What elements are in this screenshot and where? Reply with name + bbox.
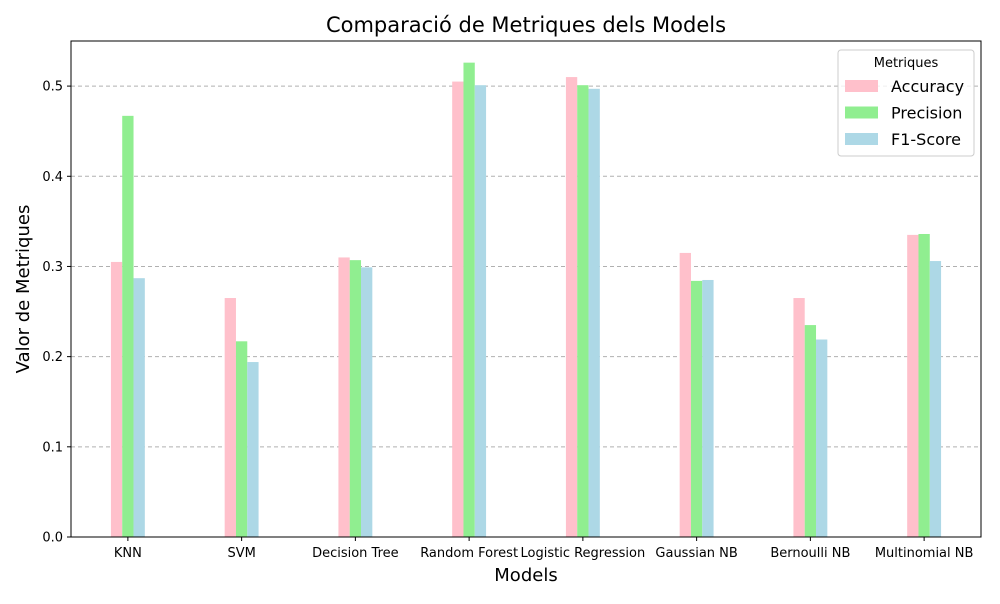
y-tick-label: 0.2 xyxy=(42,350,63,365)
x-tick-label: Decision Tree xyxy=(312,546,399,561)
y-tick-label: 0.4 xyxy=(42,170,63,185)
legend-items: Accuracy Precision F1-Score xyxy=(845,77,964,149)
legend-swatch-accuracy xyxy=(845,80,878,92)
bar-f1-score-logistic-regression xyxy=(588,88,600,538)
y-tick-label: 0.0 xyxy=(42,531,63,546)
bar-precision-bernoulli-nb xyxy=(804,325,817,537)
axes: 0.0 0.1 0.2 0.3 0.4 0.5 KNN SVM Decision Tree Ran… xyxy=(42,80,973,561)
bar-f1-score-svm xyxy=(247,362,259,537)
bars xyxy=(110,62,942,538)
bar-f1-score-bernoulli-nb xyxy=(816,339,828,537)
bar-precision-multinomial-nb xyxy=(918,233,930,538)
bar-accuracy-gaussian-nb xyxy=(679,252,691,537)
bar-f1-score-multinomial-nb xyxy=(929,261,942,537)
chart-title: Comparació de Metriques dels Models xyxy=(326,13,726,37)
y-tick-label: 0.5 xyxy=(42,80,63,95)
bar-accuracy-svm xyxy=(224,298,236,537)
bar-precision-svm xyxy=(235,341,248,537)
x-tick-label: Logistic Regression xyxy=(521,546,646,561)
bar-accuracy-bernoulli-nb xyxy=(793,298,805,537)
y-tick-label: 0.1 xyxy=(42,440,63,455)
x-axis-label: Models xyxy=(494,565,557,586)
legend-box xyxy=(837,49,975,157)
gridlines xyxy=(71,85,981,448)
legend-title: Metriques xyxy=(874,56,939,71)
bar-accuracy-multinomial-nb xyxy=(907,234,919,537)
x-tick-label: Gaussian NB xyxy=(655,546,737,561)
bar-accuracy-logistic-regression xyxy=(565,77,578,537)
legend-label-accuracy: Accuracy xyxy=(891,77,964,96)
x-tick-label: SVM xyxy=(227,546,255,561)
bar-precision-random-forest xyxy=(463,62,475,537)
bar-accuracy-random-forest xyxy=(452,81,464,537)
legend-label-precision: Precision xyxy=(891,104,962,123)
x-tick-label: KNN xyxy=(114,546,142,561)
bar-precision-gaussian-nb xyxy=(690,280,703,537)
plot-area xyxy=(70,40,982,538)
bar-accuracy-decision-tree xyxy=(338,257,350,537)
x-tick-label: Random Forest xyxy=(420,546,518,561)
bar-f1-score-decision-tree xyxy=(361,267,373,537)
bar-precision-decision-tree xyxy=(349,260,362,537)
x-tick-label: Bernoulli NB xyxy=(770,546,850,561)
bar-precision-logistic-regression xyxy=(577,85,589,538)
bar-f1-score-random-forest xyxy=(474,85,487,538)
x-tick-label: Multinomial NB xyxy=(875,546,974,561)
legend-swatch-f1-score xyxy=(845,133,878,145)
bar-f1-score-knn xyxy=(133,278,145,537)
bar-f1-score-gaussian-nb xyxy=(702,279,714,537)
bar-precision-knn xyxy=(122,115,134,538)
y-axis-label: Valor de Metriques xyxy=(13,205,34,374)
bar-accuracy-knn xyxy=(110,261,123,537)
y-tick-label: 0.3 xyxy=(42,260,63,275)
legend-label-f1-score: F1-Score xyxy=(891,130,961,149)
legend-swatch-precision xyxy=(845,106,878,119)
legend: Metriques Accuracy Precision F1-Score xyxy=(837,49,975,157)
